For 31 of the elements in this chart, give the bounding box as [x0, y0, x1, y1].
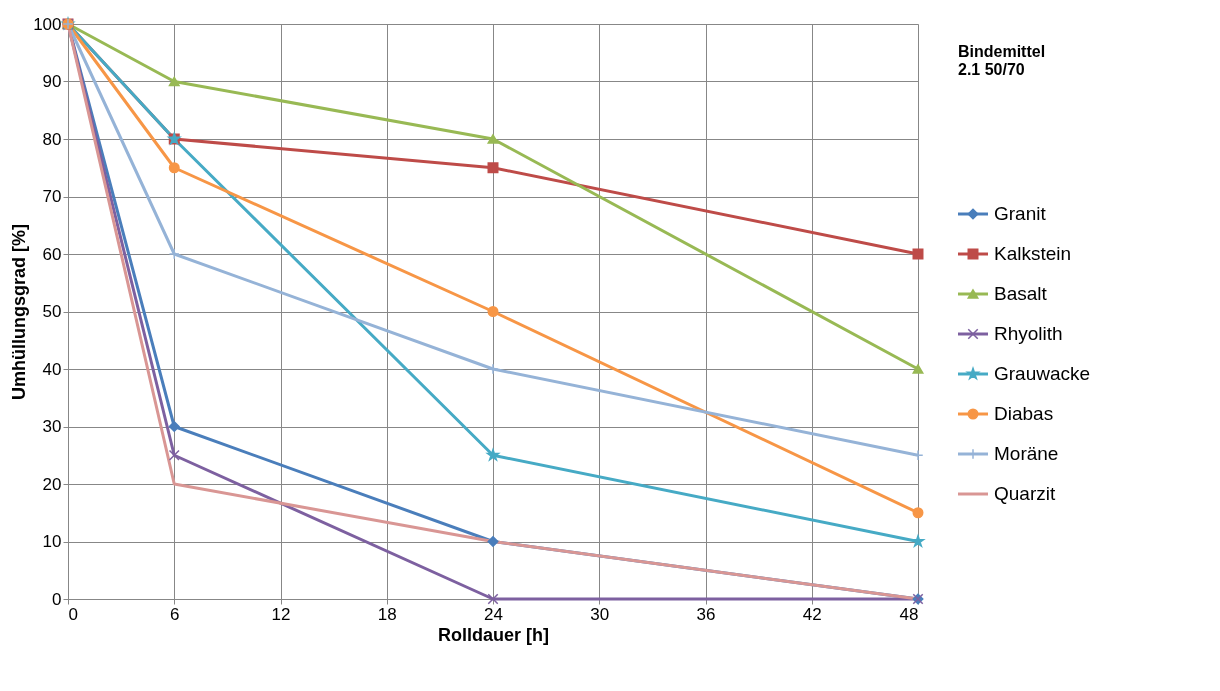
y-axis-title: Umhüllungsgrad [%] — [9, 224, 30, 400]
y-tick-label: 80 — [42, 129, 62, 149]
legend-label: Kalkstein — [994, 243, 1072, 264]
text: Bindemittel 2.1 50/70 — [958, 43, 1046, 78]
y-tick-label: 10 — [42, 532, 62, 551]
legend-label: Moräne — [994, 443, 1059, 464]
x-tick-label: 24 — [484, 604, 503, 624]
x-tick-label: 0 — [68, 604, 78, 624]
y-tick-label: 0 — [52, 589, 62, 609]
x-tick-label: 12 — [271, 604, 291, 624]
x-tick-label: 6 — [170, 604, 180, 624]
y-tick-label: 60 — [42, 244, 62, 264]
y-tick-label: 30 — [42, 417, 62, 436]
legend-label: Quarzit — [994, 483, 1056, 504]
x-tick-label: 18 — [377, 604, 397, 624]
x-tick-label: 36 — [696, 604, 716, 624]
legend-label: Rhyolith — [994, 323, 1063, 344]
x-axis-title: Rolldauer [h] — [438, 624, 549, 645]
x-tick-label: 48 — [899, 604, 919, 624]
y-tick-label: 50 — [42, 302, 62, 321]
legend-label: Basalt — [994, 283, 1048, 304]
y-tick-label: 20 — [42, 474, 62, 494]
y-tick-label: 90 — [42, 72, 62, 91]
y-tick-label: 100 — [33, 14, 62, 34]
legend-label: Grauwacke — [994, 363, 1091, 384]
y-tick-label: 70 — [42, 187, 62, 206]
legend-label: Granit — [994, 203, 1047, 224]
y-tick-label: 40 — [42, 359, 62, 379]
x-tick-label: 30 — [590, 604, 610, 624]
x-tick-label: 42 — [802, 604, 822, 624]
legend-label: Diabas — [994, 403, 1054, 424]
